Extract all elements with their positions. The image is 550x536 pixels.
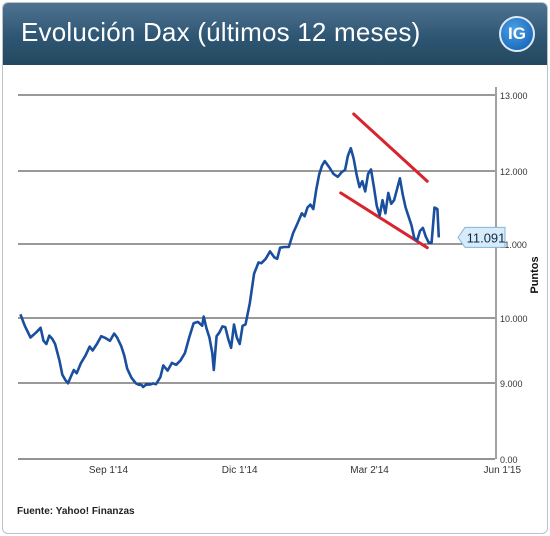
last-value-callout bbox=[457, 226, 506, 248]
y-tick-label: 11.000 bbox=[500, 240, 527, 250]
x-tick-label: Mar 2'14 bbox=[350, 465, 389, 476]
y-axis-label: Puntos bbox=[529, 256, 541, 293]
x-tick-label: Dic 1'14 bbox=[222, 465, 258, 476]
trend-line bbox=[339, 191, 429, 250]
y-tick-label: 13.000 bbox=[500, 91, 528, 101]
chart-title: Evolución Dax (últimos 12 meses) bbox=[21, 17, 421, 47]
line-chart: 0.00 9.000 10.000 11.000 12.000 13.000 Sep 1'1… bbox=[18, 87, 541, 476]
ig-logo: IG bbox=[499, 16, 535, 52]
y-tick-label: 9.000 bbox=[500, 379, 523, 389]
x-tick-label: Jun 1'15 bbox=[484, 465, 522, 476]
y-tick-label: 10.000 bbox=[500, 314, 528, 324]
dax-series-line bbox=[19, 146, 441, 389]
last-value-label: 11.091 bbox=[467, 230, 506, 245]
header-bar: Evolución Dax (últimos 12 meses) IG bbox=[3, 3, 547, 65]
trend-line bbox=[352, 112, 429, 183]
source-note: Fuente: Yahoo! Finanzas bbox=[17, 506, 135, 517]
y-tick-label: 12.000 bbox=[500, 167, 528, 177]
x-tick-label: Sep 1'14 bbox=[89, 465, 129, 476]
y-tick-label: 0.00 bbox=[500, 455, 518, 465]
